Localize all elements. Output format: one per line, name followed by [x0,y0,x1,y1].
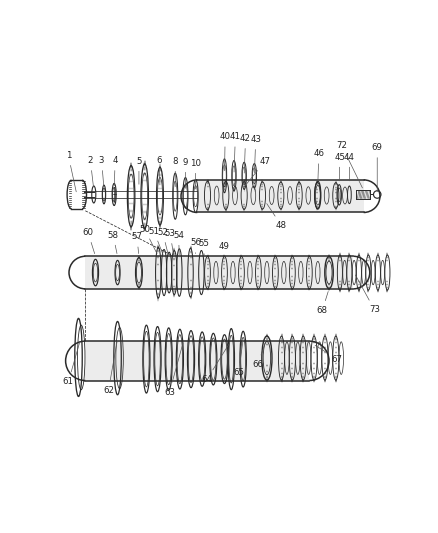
Text: 42: 42 [240,134,251,173]
Text: 53: 53 [165,229,176,256]
Text: 50: 50 [139,224,157,254]
Text: 56: 56 [190,238,201,254]
Text: 55: 55 [198,239,210,256]
Text: 48: 48 [267,204,287,230]
Polygon shape [197,180,364,213]
Text: 8: 8 [173,157,178,187]
Text: 58: 58 [108,231,119,254]
Text: 40: 40 [219,132,231,171]
Text: 69: 69 [372,143,383,192]
Text: 3: 3 [99,156,104,186]
Text: 57: 57 [131,232,142,254]
Text: 44: 44 [344,152,355,181]
Text: 49: 49 [219,241,230,256]
Text: 60: 60 [82,228,95,254]
Text: 51: 51 [148,227,163,255]
Polygon shape [85,341,309,381]
Text: 1: 1 [66,151,76,192]
Text: 4: 4 [113,156,118,185]
Text: 9: 9 [183,158,188,188]
Text: 73: 73 [356,275,380,314]
Text: 10: 10 [190,159,201,189]
Text: 46: 46 [313,149,325,181]
Text: 68: 68 [317,292,328,315]
Text: 64: 64 [201,343,230,384]
Text: 54: 54 [173,231,184,257]
Text: 65: 65 [233,342,244,377]
Text: 6: 6 [156,156,162,185]
Text: 62: 62 [103,342,117,395]
Text: 72: 72 [336,141,362,188]
Text: 43: 43 [250,135,261,173]
Polygon shape [85,256,353,289]
Text: 45: 45 [334,152,346,181]
Text: 66: 66 [252,341,266,369]
Text: 41: 41 [230,132,241,172]
Text: 67: 67 [315,345,343,364]
Text: 2: 2 [88,156,93,187]
Text: 61: 61 [63,343,79,386]
Text: 5: 5 [136,157,141,184]
Text: 47: 47 [247,157,271,184]
Text: 63: 63 [164,343,183,397]
Text: 52: 52 [157,228,169,256]
